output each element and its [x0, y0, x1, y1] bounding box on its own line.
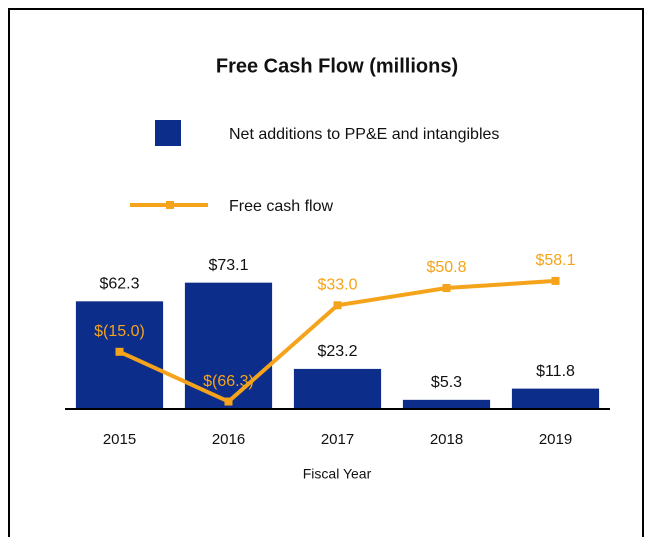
line-value-label: $(15.0): [94, 323, 145, 340]
bar: [184, 282, 273, 409]
x-axis-label: Fiscal Year: [303, 466, 372, 482]
bar-value-label: $11.8: [536, 363, 575, 380]
bar: [511, 388, 600, 409]
legend-marker: [166, 201, 174, 209]
frame: [8, 8, 644, 537]
x-tick-label: 2017: [321, 431, 354, 448]
bar-value-label: $73.1: [208, 257, 248, 274]
x-tick-label: 2016: [212, 431, 245, 448]
line-value-label: $50.8: [426, 259, 466, 276]
bar: [293, 368, 382, 409]
bar-value-label: $62.3: [99, 276, 139, 293]
legend-label: Free cash flow: [229, 198, 333, 215]
x-tick-label: 2018: [430, 431, 463, 448]
line-value-label: $33.0: [317, 276, 357, 293]
legend-label: Net additions to PP&E and intangibles: [229, 126, 499, 143]
x-tick-label: 2019: [539, 431, 572, 448]
x-tick-label: 2015: [103, 431, 136, 448]
bar-value-label: $5.3: [431, 374, 462, 391]
bar-value-label: $23.2: [317, 343, 357, 360]
line-value-label: $58.1: [535, 252, 575, 269]
bar: [402, 399, 491, 409]
line-marker: [333, 301, 342, 310]
line-marker: [115, 347, 124, 356]
line-marker: [442, 284, 451, 293]
legend-swatch: [155, 120, 181, 146]
line-marker: [224, 397, 233, 406]
chart-title: Free Cash Flow (millions): [216, 55, 458, 77]
line-value-label: $(66.3): [203, 373, 254, 390]
line-marker: [551, 276, 560, 285]
